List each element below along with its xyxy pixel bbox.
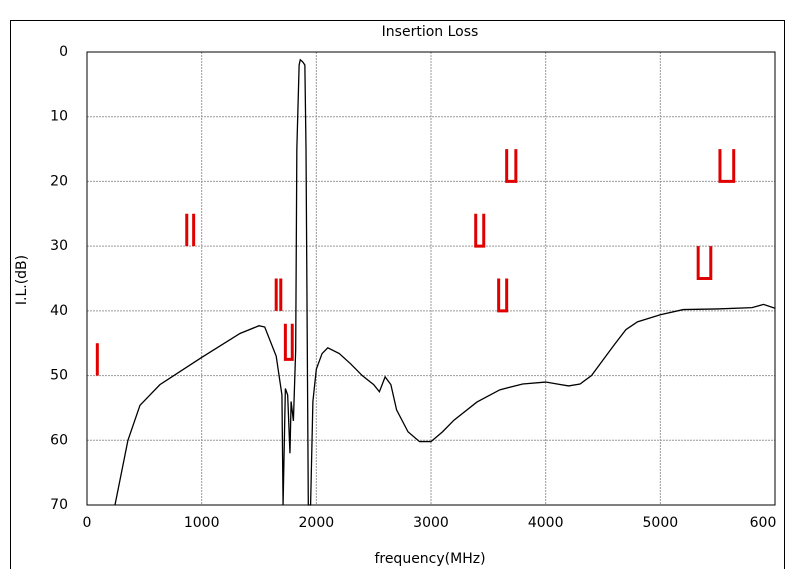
y-tick-label: 10 [50, 109, 68, 125]
y-tick-label: 40 [50, 303, 68, 319]
x-tick-label: 5000 [643, 515, 679, 531]
spec-mark [474, 213, 486, 248]
line [114, 58, 776, 506]
spec-mark [718, 149, 736, 183]
x-tick-label: 600 [750, 515, 777, 531]
x-tick-label: 4000 [528, 515, 564, 531]
x-tick-label: 3000 [413, 515, 449, 531]
spec-mark [505, 149, 518, 183]
y-tick-label: 0 [59, 44, 68, 60]
y-tick-label: 50 [50, 368, 68, 384]
y-tick-label: 20 [50, 173, 68, 189]
frame [10, 20, 785, 569]
spec-mark [274, 278, 283, 311]
chart-title: Insertion Loss [382, 24, 479, 40]
y-tick-label: 30 [50, 238, 68, 254]
x-tick-label: 1000 [184, 515, 220, 531]
plot-area [86, 51, 776, 506]
y-axis-label: I.L.(dB) [14, 255, 30, 305]
spec-mark [185, 213, 196, 247]
spec-mark [497, 278, 509, 313]
y-tick-label: 70 [50, 497, 68, 513]
x-tick-label: 0 [83, 515, 92, 531]
y-tick-label: 60 [50, 432, 68, 448]
x-axis-label: frequency(MHz) [374, 551, 485, 567]
spec-mark [283, 323, 294, 361]
x-tick-label: 2000 [299, 515, 335, 531]
spec-mark [696, 246, 713, 280]
